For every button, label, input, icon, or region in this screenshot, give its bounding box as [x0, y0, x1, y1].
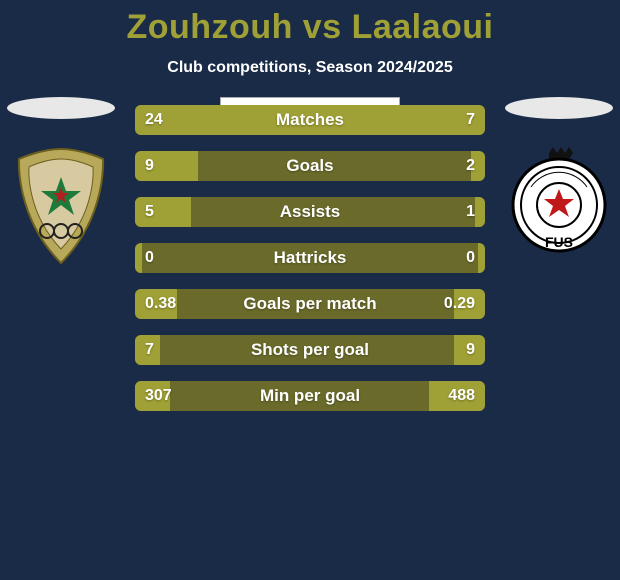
stat-left-value: 5 [145, 197, 154, 227]
left-team-column [6, 97, 116, 267]
stat-right-value: 0 [466, 243, 475, 273]
stat-left-value: 307 [145, 381, 172, 411]
bar-right-fill [478, 243, 485, 273]
stat-right-value: 0.29 [444, 289, 475, 319]
left-team-crest [11, 147, 111, 267]
stat-row: Min per goal307488 [135, 381, 485, 411]
stat-left-value: 0 [145, 243, 154, 273]
shield-icon [11, 147, 111, 267]
stat-left-value: 9 [145, 151, 154, 181]
subtitle: Club competitions, Season 2024/2025 [0, 59, 620, 77]
stat-row: Matches247 [135, 105, 485, 135]
stat-row: Assists51 [135, 197, 485, 227]
stat-row: Goals per match0.380.29 [135, 289, 485, 319]
stat-row: Hattricks00 [135, 243, 485, 273]
bar-left-fill [135, 105, 405, 135]
stat-right-value: 7 [466, 105, 475, 135]
stat-right-value: 488 [448, 381, 475, 411]
stat-left-value: 7 [145, 335, 154, 365]
stat-right-value: 2 [466, 151, 475, 181]
bar-right-fill [475, 197, 486, 227]
left-player-ellipse [7, 97, 115, 119]
right-player-ellipse [505, 97, 613, 119]
stat-right-value: 9 [466, 335, 475, 365]
bar-left-fill [135, 197, 191, 227]
stat-row: Shots per goal79 [135, 335, 485, 365]
stat-bars: Matches247Goals92Assists51Hattricks00Goa… [135, 105, 485, 427]
bar-left-fill [135, 243, 142, 273]
right-team-column: FUS [504, 97, 614, 267]
page-title: Zouhzouh vs Laalaoui [0, 0, 620, 47]
stat-left-value: 0.38 [145, 289, 176, 319]
stat-row: Goals92 [135, 151, 485, 181]
right-team-crest: FUS [509, 147, 609, 267]
stat-right-value: 1 [466, 197, 475, 227]
round-crest-icon: FUS [509, 147, 609, 267]
stat-left-value: 24 [145, 105, 163, 135]
right-crest-text: FUS [545, 234, 573, 250]
